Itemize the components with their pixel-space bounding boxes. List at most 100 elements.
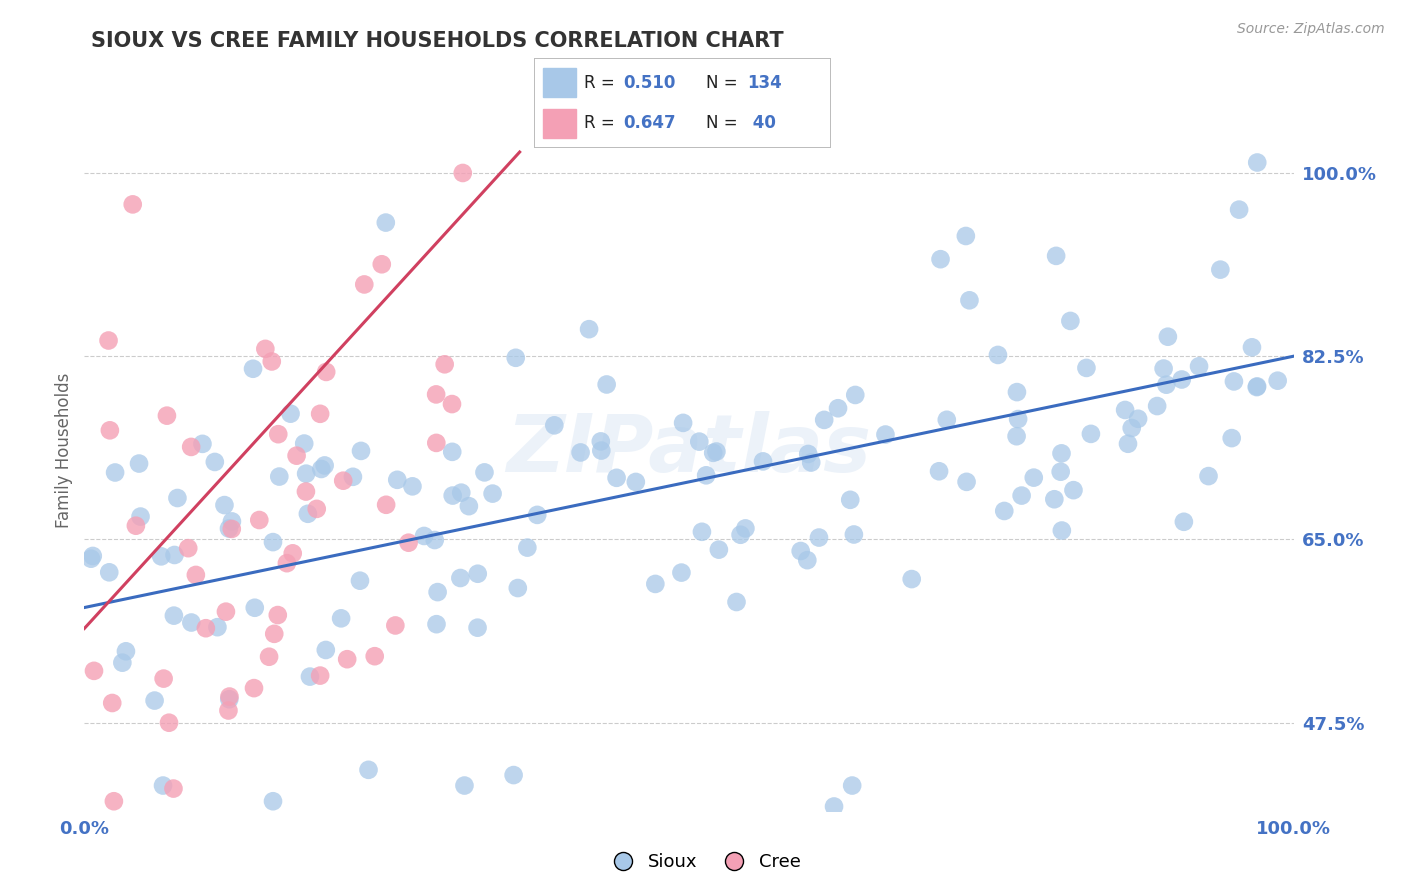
Point — [207, 620, 229, 634]
Point — [157, 715, 180, 730]
Point — [163, 548, 186, 562]
Text: ZIPatlas: ZIPatlas — [506, 411, 872, 490]
Point — [263, 627, 285, 641]
Point — [1005, 385, 1028, 400]
Point — [1011, 489, 1033, 503]
Text: 40: 40 — [747, 113, 776, 132]
Point — [281, 546, 304, 560]
Point — [505, 351, 527, 365]
Point — [1022, 470, 1045, 484]
Point — [569, 445, 592, 459]
Point — [993, 504, 1015, 518]
Point — [315, 643, 337, 657]
Point — [152, 779, 174, 793]
Text: 134: 134 — [747, 73, 782, 92]
Point — [401, 479, 423, 493]
Point — [267, 427, 290, 442]
Text: N =: N = — [706, 73, 742, 92]
Point — [425, 617, 447, 632]
Point — [191, 437, 214, 451]
Point — [987, 348, 1010, 362]
Point — [695, 468, 717, 483]
Point — [98, 566, 121, 580]
Point — [180, 440, 202, 454]
Point — [152, 672, 174, 686]
Point — [591, 443, 613, 458]
Point — [330, 611, 353, 625]
Point — [194, 621, 217, 635]
Point — [214, 498, 236, 512]
Point — [644, 577, 666, 591]
Point — [257, 649, 280, 664]
Point — [752, 454, 775, 468]
Point — [440, 397, 463, 411]
Point — [959, 293, 981, 308]
Point — [844, 388, 866, 402]
Point — [449, 571, 471, 585]
Point — [467, 621, 489, 635]
Point — [875, 427, 897, 442]
Point — [243, 681, 266, 695]
Point — [1005, 429, 1028, 443]
Point — [353, 277, 375, 292]
Point — [262, 794, 284, 808]
Point — [1007, 412, 1029, 426]
Point — [900, 572, 922, 586]
Point — [121, 197, 143, 211]
Point — [474, 466, 496, 480]
Point — [115, 644, 138, 658]
Point — [357, 763, 380, 777]
Point — [129, 509, 152, 524]
Point — [423, 533, 446, 547]
Point — [1050, 446, 1073, 460]
Point — [1223, 375, 1246, 389]
Point — [502, 768, 524, 782]
Point — [807, 531, 830, 545]
Point — [543, 418, 565, 433]
Point — [204, 455, 226, 469]
Point — [156, 409, 179, 423]
Point — [298, 670, 321, 684]
Text: R =: R = — [585, 73, 620, 92]
Point — [441, 489, 464, 503]
Point — [797, 447, 820, 461]
Point — [823, 799, 845, 814]
Point — [516, 541, 538, 555]
Point — [1246, 379, 1268, 393]
Point — [309, 407, 332, 421]
Point — [1157, 329, 1180, 343]
Point — [111, 656, 134, 670]
Text: 0.510: 0.510 — [623, 73, 675, 92]
Point — [841, 779, 863, 793]
Point — [451, 166, 474, 180]
Point — [1198, 469, 1220, 483]
Point — [526, 508, 548, 522]
Point — [243, 600, 266, 615]
Point — [467, 566, 489, 581]
Point — [425, 387, 447, 401]
Point — [1156, 377, 1178, 392]
Bar — [543, 68, 575, 97]
Point — [1059, 314, 1081, 328]
Point — [218, 692, 240, 706]
Point — [789, 544, 811, 558]
Point — [180, 615, 202, 630]
Point — [1126, 411, 1149, 425]
Point — [730, 528, 752, 542]
Point — [413, 529, 436, 543]
Point — [606, 471, 628, 485]
Point — [1043, 492, 1066, 507]
Point — [371, 257, 394, 271]
Point — [387, 473, 409, 487]
Point — [150, 549, 173, 564]
Point — [1220, 431, 1243, 445]
Point — [1246, 155, 1268, 169]
Point — [595, 377, 617, 392]
Point — [184, 568, 207, 582]
Point — [82, 549, 104, 563]
Point — [218, 690, 240, 704]
Point — [280, 407, 302, 421]
Point — [671, 566, 693, 580]
Point — [1267, 374, 1289, 388]
Point — [578, 322, 600, 336]
